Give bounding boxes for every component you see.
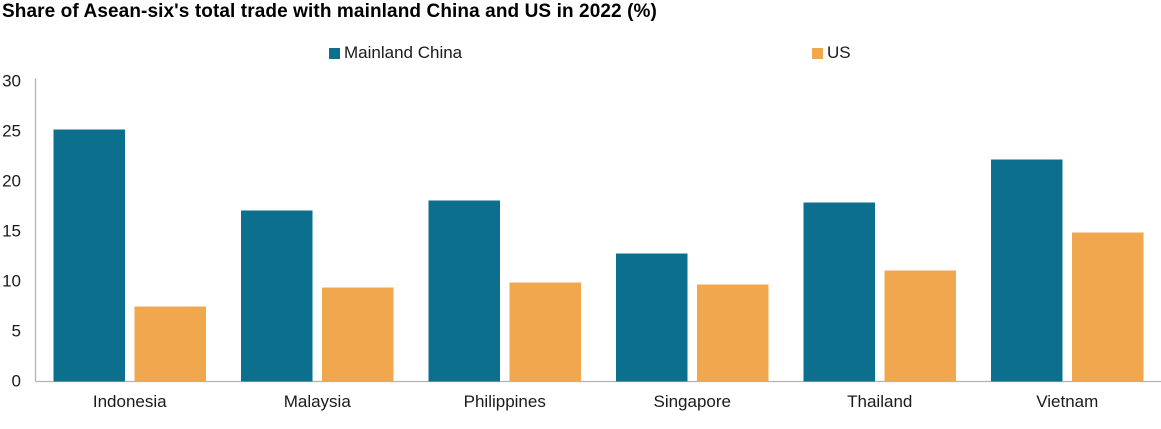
bar-us-philippines (509, 282, 581, 382)
x-axis-label-thailand: Thailand (847, 392, 912, 411)
y-tick-label-20: 20 (2, 172, 21, 191)
y-tick-label-30: 30 (2, 72, 21, 91)
legend-label-us: US (827, 43, 851, 62)
y-tick-label-10: 10 (2, 272, 21, 291)
x-axis-label-philippines: Philippines (464, 392, 546, 411)
legend-item-mainland-china: Mainland China (329, 43, 463, 62)
x-axis-label-vietnam: Vietnam (1036, 392, 1098, 411)
bar-mainland-china-malaysia (241, 210, 313, 382)
x-axis-label-indonesia: Indonesia (93, 392, 167, 411)
bar-mainland-china-singapore (616, 253, 688, 382)
legend-marker-mainland-china-icon (329, 47, 340, 59)
bar-us-malaysia (322, 287, 394, 382)
bar-us-vietnam (1072, 232, 1144, 382)
legend-label-mainland-china: Mainland China (344, 43, 463, 62)
x-axis-label-singapore: Singapore (653, 392, 731, 411)
legend-marker-us-icon (812, 47, 823, 59)
bar-mainland-china-thailand (803, 202, 875, 382)
y-tick-label-5: 5 (12, 322, 21, 341)
x-axis-label-malaysia: Malaysia (284, 392, 352, 411)
bar-us-thailand (884, 270, 956, 382)
bar-mainland-china-indonesia (53, 129, 125, 382)
y-tick-label-25: 25 (2, 122, 21, 141)
chart-title: Share of Asean-six's total trade with ma… (2, 1, 657, 22)
bar-mainland-china-vietnam (991, 159, 1063, 382)
bar-us-singapore (697, 284, 769, 382)
legend-item-us: US (812, 43, 851, 62)
y-tick-label-15: 15 (2, 222, 21, 241)
bar-mainland-china-philippines (428, 200, 500, 382)
y-tick-label-0: 0 (12, 372, 21, 391)
bar-us-indonesia (134, 306, 206, 382)
